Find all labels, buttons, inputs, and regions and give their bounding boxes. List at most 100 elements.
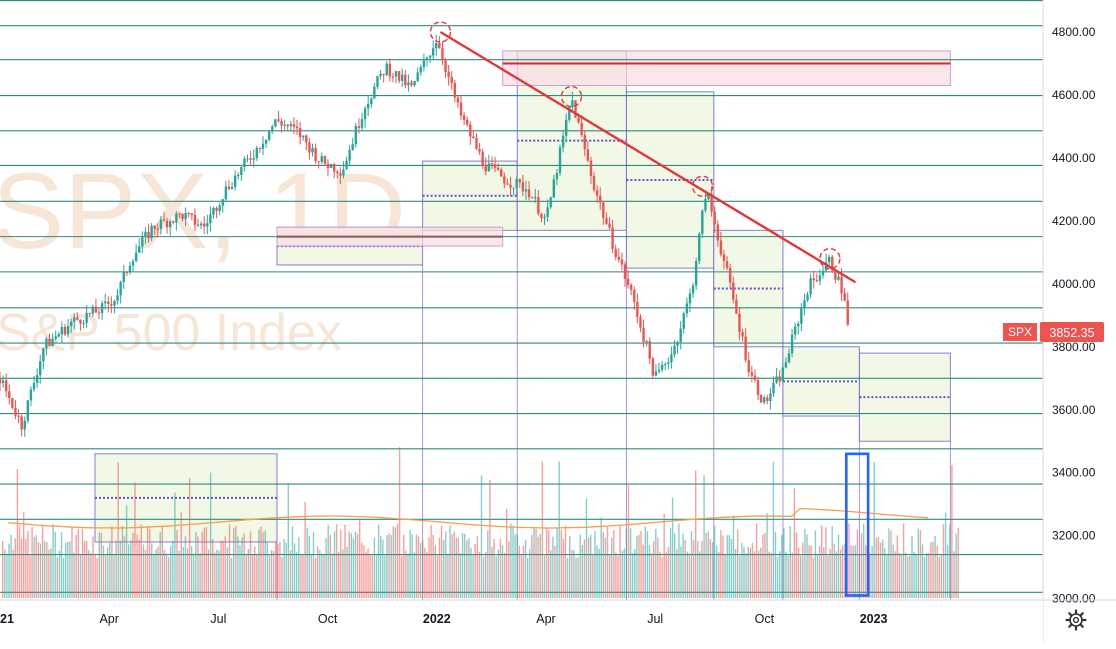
- volume-bar: [905, 552, 907, 598]
- volume-bar: [312, 531, 315, 598]
- volume-bar: [268, 554, 271, 598]
- volume-bar: [829, 548, 831, 598]
- trendline[interactable]: [439, 30, 857, 284]
- swing-high-marker-0[interactable]: [429, 21, 452, 43]
- volume-bar: [766, 513, 768, 598]
- volume-bar: [180, 512, 182, 598]
- volume-bar: [237, 536, 239, 598]
- volume-bar: [728, 535, 730, 598]
- volume-bar: [598, 548, 600, 598]
- volume-bar: [31, 527, 33, 598]
- volume-bar: [503, 553, 506, 598]
- volume-bar: [646, 531, 649, 598]
- volume-bar: [436, 555, 439, 598]
- trendline-group[interactable]: [429, 21, 857, 284]
- candle-body: [453, 82, 457, 98]
- volume-bar: [392, 526, 394, 598]
- candle-body: [444, 60, 447, 72]
- candle-body: [261, 143, 265, 149]
- volume-bar: [283, 538, 285, 598]
- volume-bar: [625, 528, 628, 598]
- time-axis[interactable]: 2021 Apr Jul Oct 2022 Apr Jul Oct 2023: [0, 612, 888, 626]
- candle-body: [42, 348, 45, 362]
- candle-body: [345, 160, 348, 170]
- volume-bar: [760, 547, 762, 598]
- candle-body: [237, 175, 240, 177]
- volume-bar: [33, 536, 35, 598]
- volume-bar: [789, 526, 791, 598]
- volume-bar: [419, 542, 422, 598]
- candle-body: [29, 389, 33, 401]
- candle-body: [168, 221, 172, 228]
- volume-bar: [816, 554, 819, 598]
- candle-body: [292, 124, 296, 127]
- volume-bar: [682, 533, 684, 598]
- gear-icon[interactable]: [1065, 609, 1087, 631]
- candle-body: [199, 223, 203, 226]
- candle-body: [790, 334, 794, 354]
- volume-bar: [854, 545, 856, 598]
- volume-bar: [422, 539, 424, 598]
- volume-bar: [930, 542, 932, 598]
- volume-bar: [466, 540, 468, 598]
- price-axis[interactable]: 4800.00 4600.00 4400.00 4200.00 4000.00 3800.…: [1052, 25, 1096, 606]
- swing-high-marker-1[interactable]: [560, 85, 583, 108]
- candle-body: [48, 338, 51, 347]
- volume-bar: [758, 550, 760, 598]
- volume-bar: [117, 462, 119, 598]
- volume-bar: [529, 549, 531, 598]
- volume-bar: [718, 551, 720, 598]
- volume-bar: [48, 549, 50, 598]
- candle-body: [450, 76, 453, 83]
- candle-body: [336, 171, 339, 174]
- candle-body: [366, 104, 370, 109]
- candle-body: [707, 194, 710, 199]
- volume-bar: [363, 545, 365, 598]
- candle-body: [422, 59, 426, 68]
- candle-body: [128, 265, 132, 273]
- volume-bar: [367, 548, 369, 598]
- volume-bar: [692, 539, 695, 598]
- candle-body: [568, 107, 571, 120]
- candles: [0, 34, 849, 437]
- volume-bar: [501, 544, 504, 598]
- candle-body: [4, 380, 8, 392]
- swing-high-marker-2[interactable]: [691, 175, 714, 197]
- volume-bar: [115, 540, 117, 598]
- volume-bar: [230, 557, 233, 598]
- volume-bar: [56, 557, 58, 598]
- highlight-box[interactable]: [844, 452, 870, 597]
- volume-bar: [835, 551, 838, 598]
- candle-body: [60, 326, 64, 335]
- candle-body: [500, 169, 503, 177]
- candle-body: [218, 205, 221, 211]
- volume-bar: [373, 537, 376, 598]
- volume-bar: [940, 554, 943, 598]
- candle-body: [744, 336, 747, 361]
- volume-bar: [159, 532, 161, 598]
- highlight-box-group[interactable]: [844, 452, 870, 597]
- candle-body: [243, 158, 246, 167]
- candle-body: [196, 224, 200, 226]
- candle-body: [716, 224, 720, 241]
- candle-body: [348, 149, 351, 161]
- volume-bar: [260, 526, 262, 598]
- volume-bar: [37, 542, 40, 598]
- volume-bar: [201, 531, 203, 598]
- candle-body: [131, 261, 135, 266]
- volume-bar: [923, 556, 926, 598]
- candle-body: [509, 184, 512, 188]
- swing-high-marker-3[interactable]: [819, 247, 841, 270]
- volume-bar: [768, 551, 770, 598]
- volume-bar: [27, 530, 29, 598]
- candle-body: [209, 214, 212, 224]
- candle-body: [428, 55, 432, 58]
- volume-bar: [495, 556, 497, 598]
- candle-body: [298, 128, 302, 138]
- volume-bar: [713, 525, 716, 598]
- volume-bar: [823, 547, 825, 598]
- volume-bar: [592, 554, 594, 598]
- volume-bar: [377, 524, 380, 598]
